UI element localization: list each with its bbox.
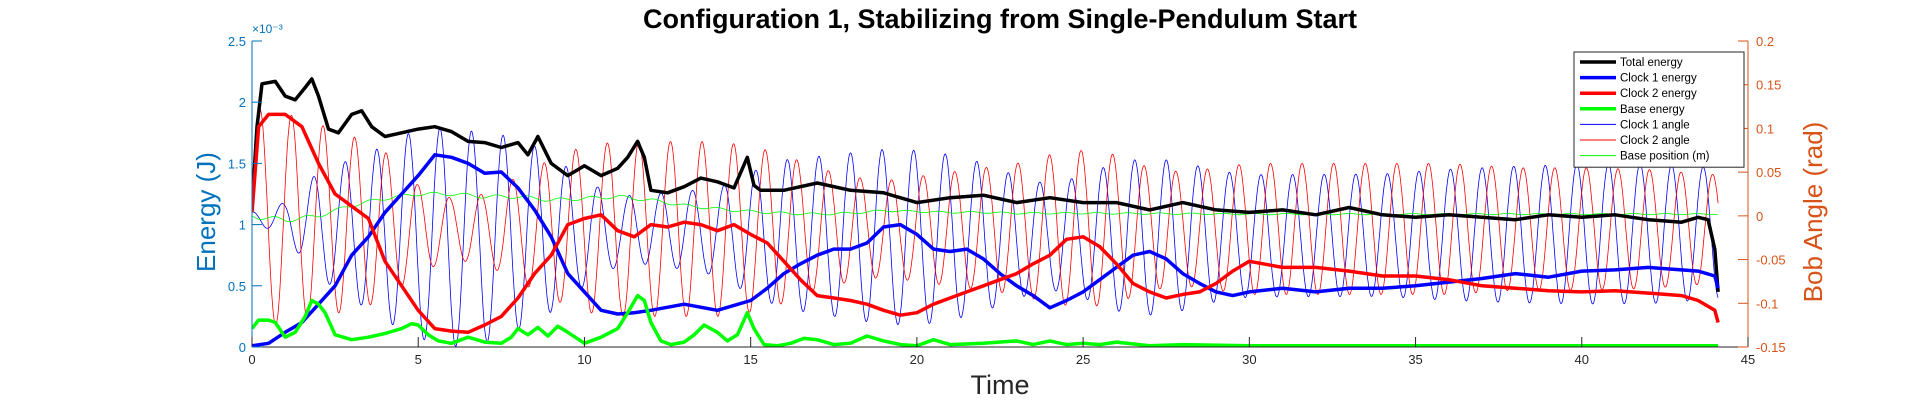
axes: 0 5 10 15 20 25 30 35 40 45 0 0.5 1 1.5 2 2.5 -0.15 -0.1 -…: [228, 34, 1786, 367]
series-line-total-energy: [252, 77, 1720, 293]
x-axis-label: Time: [971, 370, 1030, 400]
legend-label-clock-1-energy: Clock 1 energy: [1620, 73, 1697, 85]
series-line-clock-2-angle: [252, 109, 1719, 326]
y-tick-label-right: 0.15: [1756, 78, 1781, 93]
x-tick-label: 25: [1076, 352, 1090, 367]
y-axis-label-left: Energy (J): [191, 152, 221, 272]
y-axis-label-right: Bob Angle (rad): [1798, 122, 1828, 303]
legend-label-clock-1-angle: Clock 1 angle: [1620, 119, 1690, 131]
series-line-clock-1-energy: [252, 153, 1720, 347]
chart-title: Configuration 1, Stabilizing from Single…: [643, 4, 1357, 34]
series-line-clock-1-angle: [252, 128, 1719, 347]
plot-area: [252, 77, 1720, 347]
legend-label-clock-2-angle: Clock 2 angle: [1620, 135, 1690, 147]
x-tick-label: 30: [1242, 352, 1256, 367]
y-tick-label-left: 2: [239, 95, 246, 110]
y-tick-label-right: 0: [1756, 209, 1763, 224]
y-tick-label-left: 0.5: [228, 279, 246, 294]
series-line-base-energy: [252, 293, 1719, 347]
y-tick-label-right: -0.15: [1756, 340, 1786, 355]
y-tick-label-right: 0.05: [1756, 165, 1781, 180]
x-tick-label: 45: [1741, 352, 1755, 367]
x-tick-label: 5: [415, 352, 422, 367]
legend-label-base-position-m: Base position (m): [1620, 151, 1710, 163]
x-tick-label: 0: [248, 352, 255, 367]
x-tick-label: 15: [743, 352, 757, 367]
y-tick-label-right: 0.1: [1756, 121, 1774, 136]
left-axis-exponent: ×10⁻³: [252, 22, 283, 36]
x-tick-label: 10: [577, 352, 591, 367]
y-tick-label-left: 2.5: [228, 34, 246, 49]
series-line-clock-2-energy: [252, 112, 1720, 335]
x-tick-label: 40: [1575, 352, 1589, 367]
x-tick-label: 35: [1408, 352, 1422, 367]
legend-label-clock-2-energy: Clock 2 energy: [1620, 88, 1697, 100]
series-line-base-position-m: [252, 191, 1719, 223]
x-tick-label: 20: [910, 352, 924, 367]
y-tick-label-right: -0.1: [1756, 296, 1778, 311]
y-tick-label-left: 0: [239, 340, 246, 355]
y-tick-label-right: -0.05: [1756, 253, 1786, 268]
legend: Total energy Clock 1 energy Clock 2 energy…: [1573, 51, 1745, 168]
legend-label-total-energy: Total energy: [1620, 57, 1683, 69]
y-tick-label-right: 0.2: [1756, 34, 1774, 49]
legend-label-base-energy: Base energy: [1620, 104, 1685, 116]
y-tick-label-left: 1.5: [228, 156, 246, 171]
y-tick-label-left: 1: [239, 218, 246, 233]
